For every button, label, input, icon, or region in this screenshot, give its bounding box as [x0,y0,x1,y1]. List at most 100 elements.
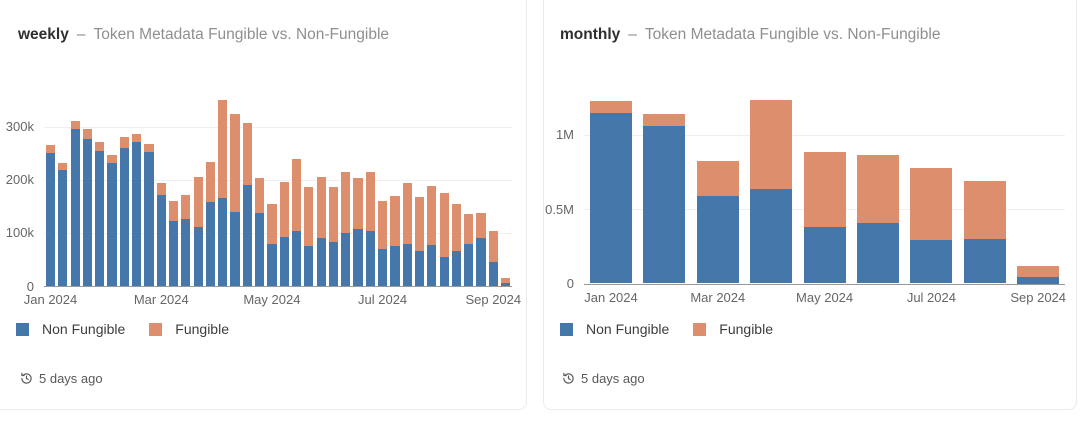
bar-segment-fungible[interactable] [291,158,302,232]
bar-segment-non-fungible[interactable] [341,232,351,286]
bar-segment-fungible[interactable] [70,121,80,129]
bar-segment-fungible[interactable] [696,160,739,197]
bar-segment-fungible[interactable] [156,182,166,195]
bar-segment-non-fungible[interactable] [439,256,449,286]
bar-segment-non-fungible[interactable] [402,243,412,286]
bar-segment-non-fungible[interactable] [1017,277,1060,284]
bar-segment-non-fungible[interactable] [803,226,846,284]
legend-item-non-fungible[interactable]: Non Fungible [560,321,669,337]
bar-segment-non-fungible[interactable] [910,240,953,284]
bar-segment-fungible[interactable] [279,182,289,237]
bar-segment-fungible[interactable] [205,161,216,203]
bar-segment-non-fungible[interactable] [45,152,56,286]
bar-segment-non-fungible[interactable] [476,237,486,286]
bar-segment-fungible[interactable] [378,201,388,249]
bar-segment-non-fungible[interactable] [378,248,388,286]
bar-segment-non-fungible[interactable] [119,147,129,286]
bar-segment-non-fungible[interactable] [488,261,498,286]
bar-segment-non-fungible[interactable] [291,231,302,286]
bar-segment-fungible[interactable] [963,181,1006,239]
bar-segment-fungible[interactable] [144,143,154,153]
bar-segment-fungible[interactable] [414,197,425,251]
bar-segment-non-fungible[interactable] [390,246,400,286]
bar-segment-non-fungible[interactable] [230,212,240,286]
bar-segment-non-fungible[interactable] [132,142,142,286]
bar-segment-fungible[interactable] [803,151,846,227]
bar-segment-fungible[interactable] [341,171,351,233]
bar-segment-fungible[interactable] [255,177,265,214]
bar-segment-fungible[interactable] [643,113,686,126]
bar-segment-non-fungible[interactable] [696,196,739,284]
bar-segment-fungible[interactable] [119,137,129,148]
bar-segment-non-fungible[interactable] [255,213,265,286]
bar-segment-fungible[interactable] [476,212,486,238]
bar-segment-non-fungible[interactable] [279,236,289,286]
bar-segment-fungible[interactable] [132,134,142,143]
bar-segment-fungible[interactable] [488,231,498,262]
bar-segment-non-fungible[interactable] [168,221,179,286]
bar-segment-fungible[interactable] [95,141,105,151]
bar-segment-non-fungible[interactable] [590,112,632,284]
bar-segment-non-fungible[interactable] [427,245,437,286]
bar-segment-non-fungible[interactable] [181,219,191,286]
bar-segment-non-fungible[interactable] [365,230,375,286]
bar-segment-non-fungible[interactable] [353,228,363,286]
bar-segment-non-fungible[interactable] [857,222,899,284]
bar-segment-fungible[interactable] [353,178,363,229]
bar-segment-fungible[interactable] [439,193,449,257]
bar-segment-non-fungible[interactable] [328,241,339,286]
bar-segment-fungible[interactable] [464,214,474,244]
bar-segment-non-fungible[interactable] [193,226,203,286]
bar-segment-fungible[interactable] [242,122,252,185]
bar-segment-fungible[interactable] [267,203,277,244]
bar-segment-non-fungible[interactable] [95,150,105,286]
bar-segment-fungible[interactable] [501,277,511,283]
bar-segment-fungible[interactable] [45,145,56,153]
bar-segment-fungible[interactable] [58,162,68,170]
bar-segment-non-fungible[interactable] [963,238,1006,284]
bar-segment-fungible[interactable] [107,154,117,163]
bar-segment-fungible[interactable] [910,168,953,241]
bar-segment-fungible[interactable] [402,183,412,244]
bar-segment-fungible[interactable] [316,177,326,238]
bar-segment-fungible[interactable] [451,204,462,251]
bar-segment-fungible[interactable] [230,113,240,213]
weekly-period-label: weekly [18,26,69,43]
bar-segment-fungible[interactable] [427,185,437,246]
bar-segment-non-fungible[interactable] [501,282,511,286]
bar-segment-non-fungible[interactable] [750,188,793,284]
bar-segment-non-fungible[interactable] [82,138,93,286]
legend-item-fungible[interactable]: Fungible [693,321,773,337]
bar-segment-non-fungible[interactable] [144,152,154,286]
bar-segment-non-fungible[interactable] [58,169,68,286]
history-clock-icon [21,372,32,384]
bar-segment-fungible[interactable] [857,155,899,223]
bar-segment-non-fungible[interactable] [156,194,166,286]
legend-item-non-fungible[interactable]: Non Fungible [16,321,125,337]
bar-segment-fungible[interactable] [590,101,632,113]
bar-segment-non-fungible[interactable] [70,128,80,286]
bar-segment-non-fungible[interactable] [464,243,474,286]
bar-segment-fungible[interactable] [181,194,191,220]
bar-segment-fungible[interactable] [193,177,203,227]
bar-segment-non-fungible[interactable] [316,237,326,286]
bar-segment-fungible[interactable] [365,171,375,231]
legend-item-fungible[interactable]: Fungible [149,321,229,337]
bar-segment-fungible[interactable] [1017,265,1060,278]
bar-segment-non-fungible[interactable] [643,125,686,284]
bar-segment-non-fungible[interactable] [267,243,277,286]
bar-segment-fungible[interactable] [218,99,228,198]
bar-segment-non-fungible[interactable] [451,250,462,286]
bar-segment-fungible[interactable] [750,100,793,189]
bar-segment-non-fungible[interactable] [304,246,314,286]
bar-segment-non-fungible[interactable] [242,184,252,286]
bar-segment-fungible[interactable] [168,201,179,222]
bar-segment-non-fungible[interactable] [205,202,216,286]
bar-segment-fungible[interactable] [328,186,339,242]
bar-segment-fungible[interactable] [390,195,400,247]
bar-segment-non-fungible[interactable] [218,197,228,286]
bar-segment-fungible[interactable] [82,128,93,139]
bar-segment-fungible[interactable] [304,187,314,247]
bar-segment-non-fungible[interactable] [414,250,425,286]
bar-segment-non-fungible[interactable] [107,162,117,286]
